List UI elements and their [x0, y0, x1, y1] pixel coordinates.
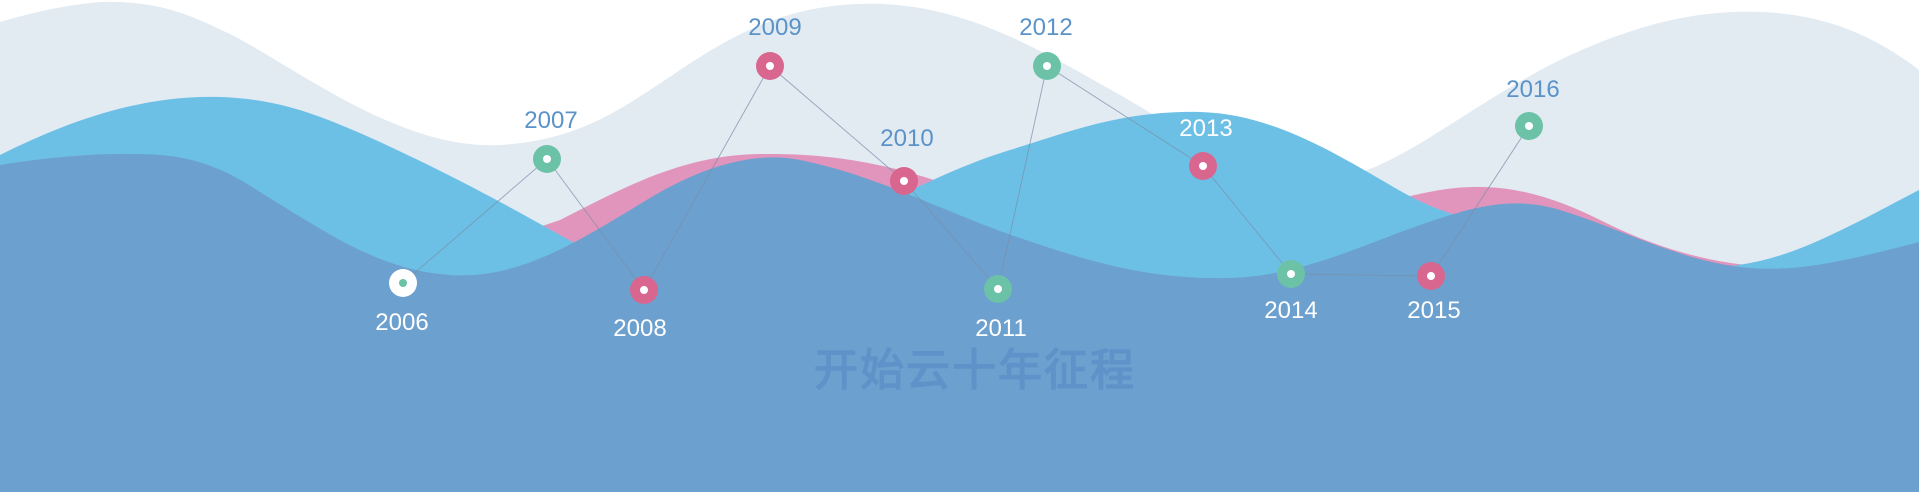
connector-line: [1202, 165, 1292, 275]
year-label-2016: 2016: [1506, 76, 1559, 103]
connector-line: [1046, 65, 1204, 167]
milestone-2008-pink-ring-icon[interactable]: [630, 276, 658, 304]
milestone-2007-green-ring-icon[interactable]: [533, 145, 561, 173]
milestone-markers: [389, 52, 1543, 304]
connector-line: [903, 180, 999, 290]
connector-line: [769, 65, 905, 182]
milestone-2014-green-ring-icon[interactable]: [1277, 260, 1305, 288]
year-label-2008: 2008: [613, 315, 666, 342]
milestone-2011-green-ring-icon[interactable]: [984, 275, 1012, 303]
connector-line: [997, 65, 1048, 290]
watermark-title: 开始云十年征程: [814, 345, 1136, 396]
year-label-2013: 2013: [1179, 115, 1232, 142]
connector-line: [546, 158, 645, 291]
year-labels: 2006 2007 2008 2009 2010 2011 2012 2013 2014 2015…: [375, 14, 1559, 342]
milestone-2006-white-ring-icon[interactable]: [389, 269, 417, 297]
connector-line: [643, 65, 771, 291]
connector-line: [1430, 125, 1530, 277]
year-label-2012: 2012: [1019, 14, 1072, 41]
year-label-2011: 2011: [975, 315, 1027, 342]
year-label-2014: 2014: [1264, 297, 1317, 324]
connector-line: [1290, 273, 1432, 277]
front-wave: [0, 153, 1919, 492]
year-label-2009: 2009: [748, 14, 801, 41]
connector-lines: [402, 65, 1530, 291]
year-label-2015: 2015: [1407, 297, 1460, 324]
milestone-2010-pink-ring-icon[interactable]: [890, 167, 918, 195]
connector-line: [402, 158, 548, 284]
year-label-2007: 2007: [524, 107, 577, 134]
milestone-2016-green-ring-icon[interactable]: [1515, 112, 1543, 140]
milestone-2009-pink-ring-icon[interactable]: [756, 52, 784, 80]
year-label-2010: 2010: [880, 125, 933, 152]
year-label-2006: 2006: [375, 309, 428, 336]
milestone-2013-pink-ring-icon[interactable]: [1189, 152, 1217, 180]
milestone-2012-green-ring-icon[interactable]: [1033, 52, 1061, 80]
milestone-2015-pink-ring-icon[interactable]: [1417, 262, 1445, 290]
